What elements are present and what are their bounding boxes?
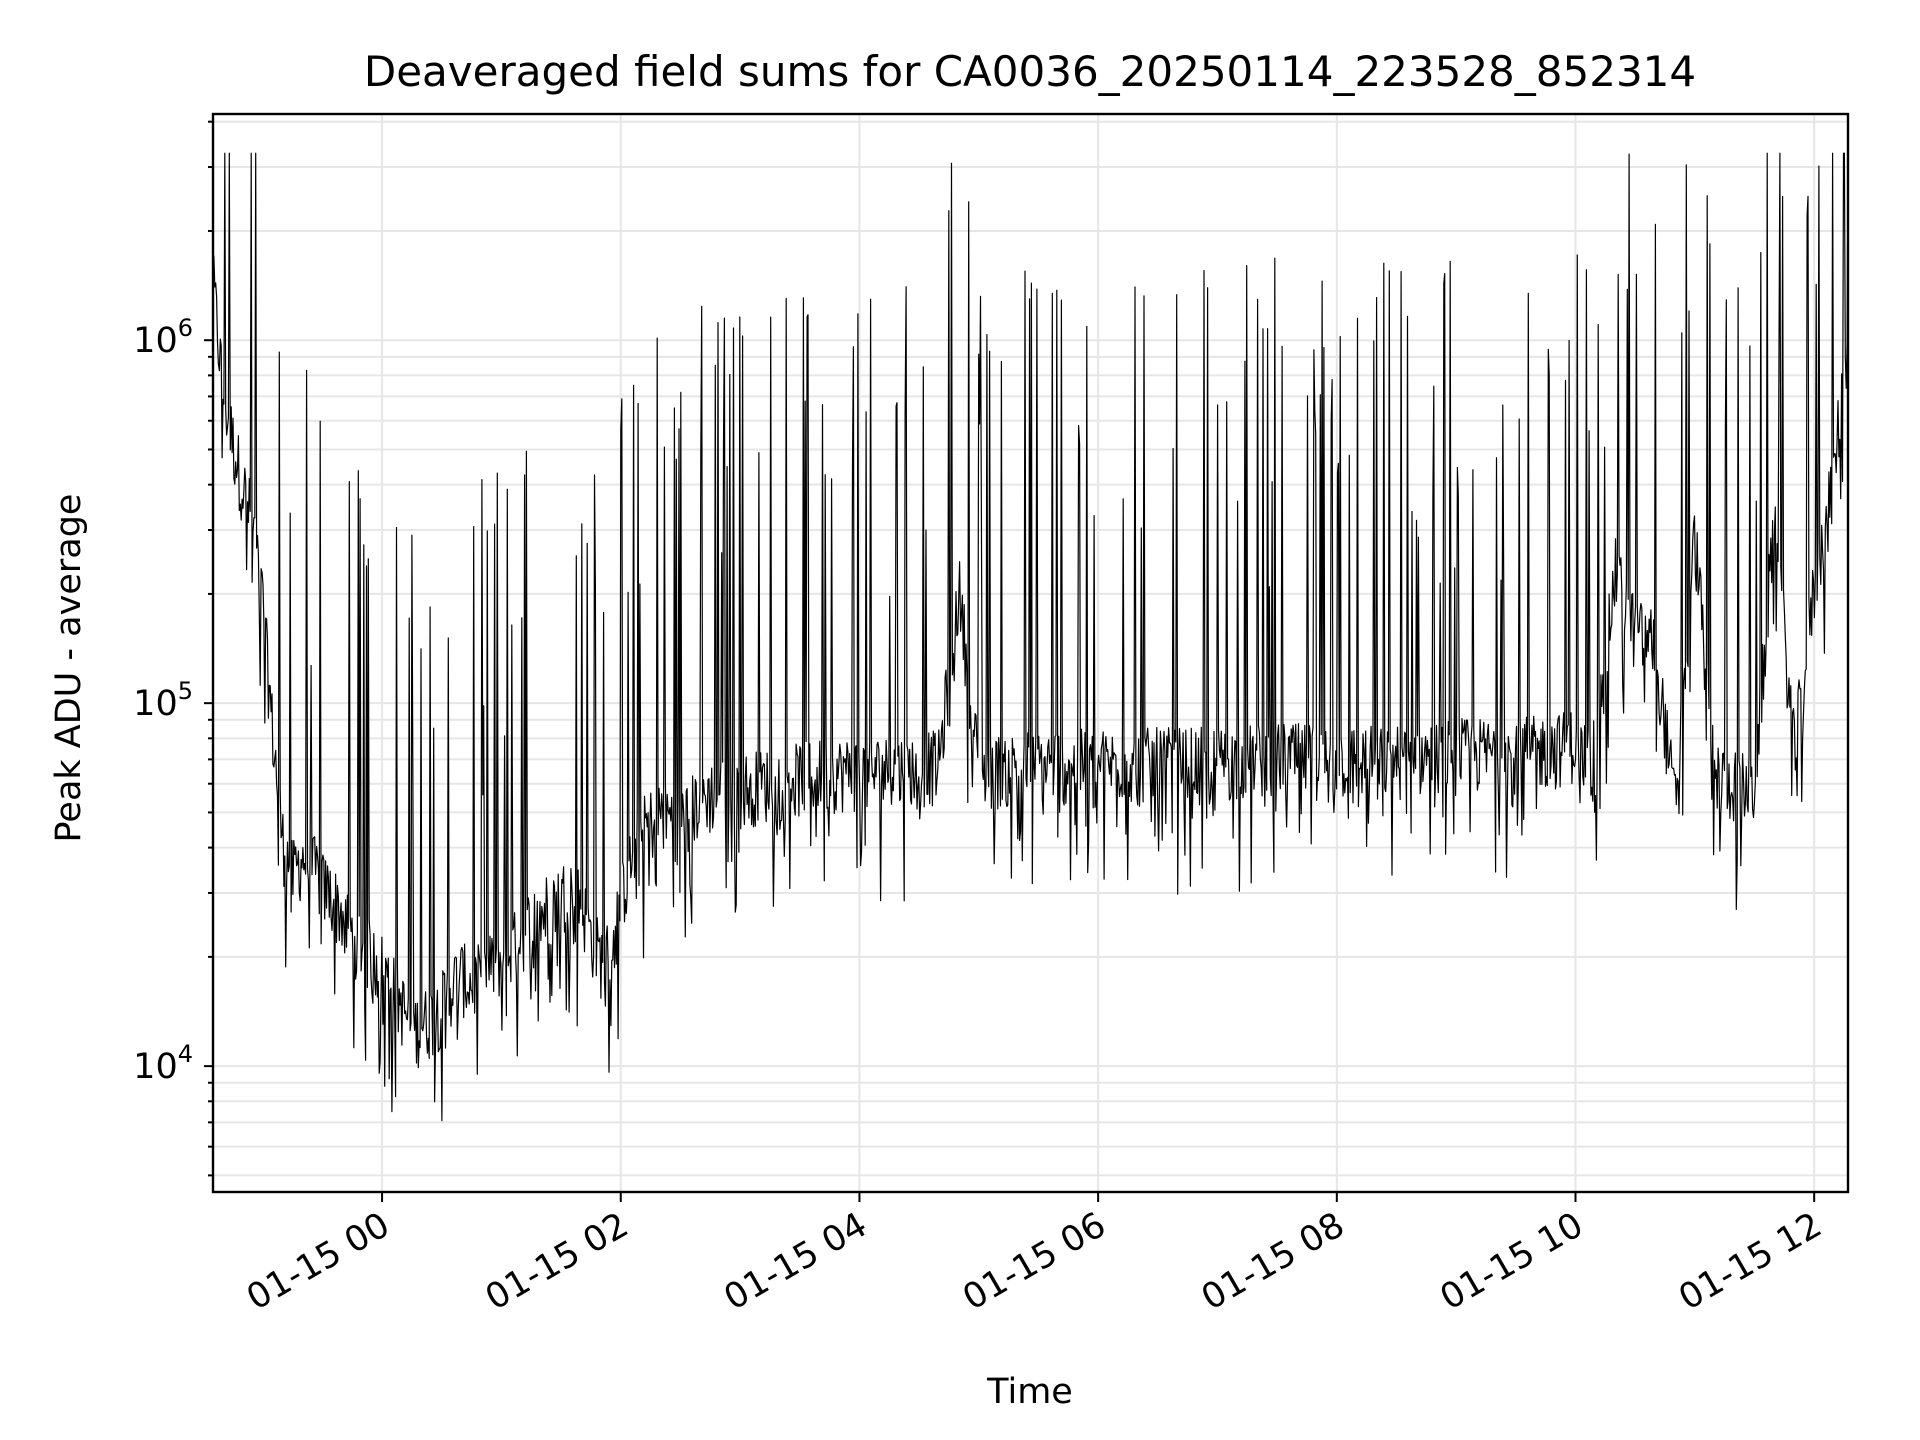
y-tick-label: 106 (133, 314, 193, 361)
chart-title: Deaveraged field sums for CA0036_2025011… (364, 47, 1696, 96)
y-axis-label: Peak ADU - average (49, 494, 89, 843)
series-line (212, 152, 1849, 1122)
series-layer (212, 152, 1849, 1122)
y-tick-label: 105 (133, 677, 193, 724)
x-axis-label: Time (986, 1372, 1073, 1412)
y-tick-label: 104 (133, 1040, 193, 1087)
plot-frame (211, 112, 1850, 1194)
